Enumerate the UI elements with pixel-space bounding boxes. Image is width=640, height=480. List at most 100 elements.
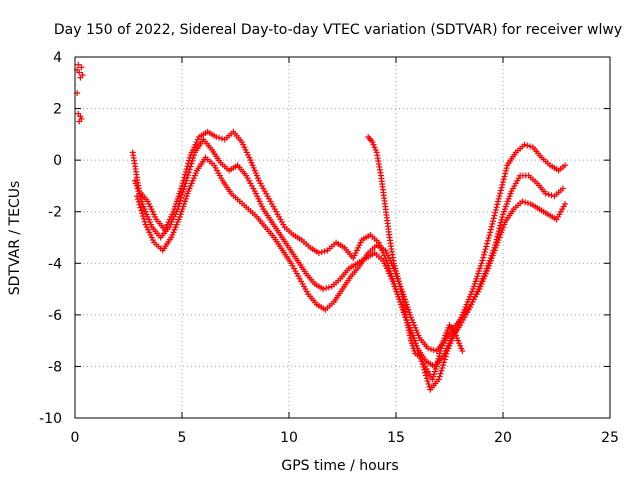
data-point bbox=[490, 215, 497, 222]
data-point bbox=[437, 370, 444, 377]
data-point bbox=[487, 229, 494, 236]
data-point bbox=[138, 207, 145, 214]
data-point bbox=[439, 364, 446, 371]
data-point bbox=[320, 286, 327, 293]
data-point bbox=[186, 166, 193, 173]
chart-title: Day 150 of 2022, Sidereal Day-to-day VTE… bbox=[54, 22, 622, 38]
data-point bbox=[488, 223, 495, 230]
data-point bbox=[502, 167, 509, 174]
data-point bbox=[495, 195, 502, 202]
data-point bbox=[493, 204, 500, 211]
data-point bbox=[318, 249, 325, 256]
x-tick-label: 15 bbox=[387, 430, 405, 446]
data-point bbox=[480, 254, 487, 261]
data-point bbox=[188, 160, 195, 167]
data-point bbox=[494, 201, 501, 208]
data-point bbox=[78, 64, 85, 71]
data-point bbox=[430, 347, 437, 354]
data-point bbox=[438, 367, 445, 374]
y-tick-label: -2 bbox=[48, 205, 62, 221]
data-point bbox=[181, 183, 188, 190]
data-point bbox=[187, 163, 194, 170]
data-point bbox=[497, 190, 504, 197]
data-point bbox=[425, 380, 432, 387]
data-point bbox=[189, 157, 196, 164]
data-point bbox=[562, 162, 569, 169]
data-point bbox=[492, 206, 499, 213]
data-point bbox=[527, 143, 534, 150]
data-point bbox=[78, 115, 85, 122]
data-point bbox=[521, 141, 528, 148]
data-point bbox=[545, 191, 552, 198]
data-point bbox=[501, 173, 508, 180]
data-point bbox=[137, 204, 144, 211]
data-point bbox=[440, 362, 447, 369]
data-point bbox=[139, 210, 146, 217]
axis-ticks: 0 5 10 15 20 25 -10 -8 -6 -4 -2 0 2 4 bbox=[39, 50, 619, 446]
x-tick-label: 5 bbox=[178, 430, 187, 446]
data-point bbox=[524, 200, 531, 207]
x-tick-label: 20 bbox=[494, 430, 512, 446]
data-point bbox=[562, 200, 569, 207]
data-point bbox=[440, 359, 447, 366]
data-point bbox=[79, 72, 86, 79]
data-points bbox=[74, 61, 569, 393]
data-point bbox=[134, 196, 141, 203]
y-axis-label: SDTVAR / TECUs bbox=[7, 181, 23, 296]
y-tick-label: -6 bbox=[48, 308, 62, 324]
data-point bbox=[423, 375, 430, 382]
x-tick-label: 0 bbox=[71, 430, 80, 446]
data-point bbox=[140, 215, 147, 222]
data-point bbox=[179, 189, 186, 196]
y-tick-label: 2 bbox=[53, 102, 62, 118]
data-point bbox=[497, 222, 504, 229]
x-tick-label: 25 bbox=[601, 430, 619, 446]
data-point bbox=[136, 201, 143, 208]
data-point bbox=[179, 191, 185, 198]
data-point bbox=[182, 180, 189, 187]
data-point bbox=[479, 257, 486, 264]
data-point bbox=[495, 228, 502, 235]
x-tick-label: 10 bbox=[280, 430, 298, 446]
data-point bbox=[489, 220, 496, 227]
data-point bbox=[487, 226, 494, 233]
data-point bbox=[178, 194, 185, 201]
data-point bbox=[495, 198, 502, 205]
data-point bbox=[500, 179, 506, 186]
data-point bbox=[177, 197, 184, 204]
data-point bbox=[522, 199, 529, 206]
data-point bbox=[76, 69, 83, 76]
data-point bbox=[500, 176, 507, 183]
data-point bbox=[183, 177, 190, 184]
data-point bbox=[216, 134, 223, 141]
data-point bbox=[218, 135, 225, 142]
data-point bbox=[486, 232, 493, 239]
data-point bbox=[427, 346, 434, 353]
y-tick-label: -8 bbox=[48, 359, 62, 375]
data-point bbox=[180, 186, 187, 193]
data-point bbox=[436, 373, 443, 380]
y-tick-label: -10 bbox=[39, 411, 62, 427]
data-point bbox=[492, 209, 499, 216]
data-point bbox=[478, 260, 485, 267]
data-point bbox=[422, 372, 429, 379]
data-point bbox=[321, 248, 328, 255]
data-point bbox=[542, 190, 549, 197]
data-point bbox=[425, 345, 432, 352]
data-point bbox=[497, 219, 504, 226]
y-tick-label: 4 bbox=[53, 50, 62, 66]
data-point bbox=[184, 174, 191, 181]
data-point bbox=[481, 249, 488, 256]
y-tick-label: 0 bbox=[53, 153, 62, 169]
data-point bbox=[315, 249, 322, 256]
data-point bbox=[134, 193, 141, 200]
data-point bbox=[325, 284, 332, 291]
data-point bbox=[141, 218, 148, 225]
data-point bbox=[75, 61, 82, 68]
data-point bbox=[485, 234, 492, 241]
data-point bbox=[499, 181, 506, 188]
data-point bbox=[484, 237, 491, 244]
data-point bbox=[140, 213, 147, 220]
data-point bbox=[435, 376, 442, 383]
